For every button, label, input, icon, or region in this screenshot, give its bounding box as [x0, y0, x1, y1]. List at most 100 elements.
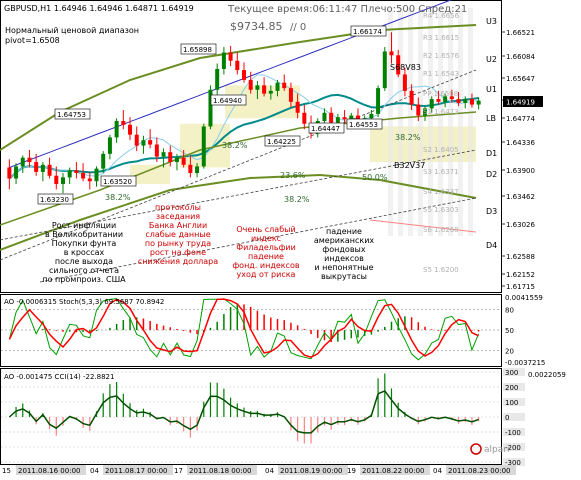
candle-body — [376, 88, 381, 114]
trend-dashed — [0, 69, 477, 261]
annotation-us-stocks: падение американских фондовых индексов и неп… — [314, 227, 375, 281]
pivot-level: R3 1.6615 — [423, 34, 459, 42]
time-label-box — [360, 465, 430, 475]
fib-label: 38.2% — [395, 133, 421, 142]
channel-label: LB — [486, 114, 496, 123]
channel-label: D4 — [486, 241, 497, 250]
pivot-level: S3 1.6371 — [423, 168, 459, 176]
candle-body — [349, 115, 354, 120]
pivot-level: S4 1.6337 — [423, 188, 459, 196]
annotation-line: после выхода — [55, 257, 113, 266]
candle-body — [208, 89, 213, 127]
fib-label: 38.2% — [284, 195, 310, 204]
candle-body — [329, 112, 334, 123]
candle-body — [282, 82, 287, 89]
candle-body — [416, 104, 421, 116]
annotation-line: слабые данные — [145, 230, 210, 239]
cci-line — [8, 389, 479, 434]
tag-label: B32V37 — [394, 161, 425, 170]
annotation-line: выкрутасы — [321, 272, 367, 281]
candle-body — [322, 112, 327, 121]
cci-axis-label: 0 — [505, 414, 509, 422]
time-axis: 2011.08.16 00:00 2011.08.17 00:00 2011.08.… — [2, 465, 516, 475]
price-label-box — [264, 135, 301, 147]
cci-axis-box — [503, 368, 525, 376]
time-label: 2011.08.18 00:00 — [189, 467, 251, 475]
overlay-labels: 1.64753 1.65898 1.64940 1.66174 1.64225 1.644… — [37, 12, 497, 274]
price-tick-label: 1.62588 — [506, 253, 535, 261]
annotation-line: уход от риска — [237, 270, 296, 279]
candle-body — [382, 51, 387, 89]
candle-body — [275, 82, 280, 91]
candle-body — [181, 157, 186, 165]
annotation-line: падение — [326, 227, 362, 236]
session-stripe — [408, 8, 413, 236]
cci-axis-label: 300 — [505, 369, 518, 377]
pivot-label: pivot=1.6508 — [5, 36, 60, 45]
channel-label: U2 — [486, 55, 497, 64]
annotation-line: Рост инфляции — [52, 221, 116, 230]
time-label-box — [446, 465, 516, 475]
fib-label: 23.6% — [280, 171, 306, 180]
candle-body — [67, 170, 72, 178]
trend-dashed — [0, 149, 477, 241]
session-stripe — [448, 8, 453, 236]
candle-body — [87, 178, 92, 182]
ma-lightblue-line — [9, 74, 479, 179]
candle-body — [355, 115, 360, 121]
broker-logo-text: alpari — [484, 445, 509, 455]
candle-body — [242, 70, 246, 80]
cci-axis-box — [503, 383, 525, 391]
time-label-box — [187, 465, 257, 475]
fib-label: 38.2% — [105, 193, 131, 202]
candle-body — [295, 101, 300, 113]
candle-body — [121, 120, 126, 125]
price-label: 1.64225 — [267, 138, 296, 146]
annotation-line: падение — [248, 252, 284, 261]
candle-body — [302, 112, 307, 124]
time-label: 2011.08.19 00:00 — [280, 467, 342, 475]
candle-body — [335, 117, 340, 123]
price-label: 1.66174 — [353, 28, 382, 36]
annotation-line: индексов — [324, 254, 364, 263]
cci-axis-label: 200 — [505, 384, 518, 392]
candle-body — [148, 140, 153, 145]
price-tick-label: 1.63026 — [506, 221, 535, 229]
time-label: 2011.08.23 00:00 — [448, 467, 510, 475]
price-label-box — [180, 43, 217, 55]
channel-label: U1 — [486, 85, 497, 94]
symbol-ohlc: GBPUSD,H1 1.64946 1.64946 1.64871 1.6491… — [4, 4, 194, 13]
candle-body — [34, 162, 39, 172]
pivot-level: PP 1.6508 — [423, 90, 458, 98]
candle-body — [342, 117, 347, 120]
annotation-line: и непонятные — [314, 263, 373, 272]
stoch-axis-label: 50 — [505, 327, 514, 335]
time-label-box — [103, 465, 173, 475]
candle-body — [114, 120, 119, 138]
annotation-line: Очень слабый — [236, 225, 295, 234]
pivot-level: S2 1.6405 — [423, 146, 459, 154]
price-label: 1.65898 — [183, 46, 212, 54]
candle-body — [107, 137, 112, 154]
candle-body — [469, 99, 474, 105]
price-tick-label: 1.63900 — [506, 167, 535, 175]
candle-body — [262, 85, 267, 94]
channel-lower — [0, 173, 477, 251]
cci-axis-box — [503, 413, 525, 421]
candle-body — [40, 164, 45, 172]
candle-body — [436, 99, 441, 102]
price-tick-label: 1.61715 — [506, 283, 535, 291]
price-tick-label: 1.66521 — [506, 29, 535, 37]
candle-body — [409, 90, 414, 105]
time-label: 2011.08.17 00:00 — [105, 467, 167, 475]
cci-axis-box — [503, 398, 525, 406]
price-tick-label: 1.65647 — [506, 75, 535, 83]
price-label-box — [37, 193, 74, 205]
current-price-box — [503, 96, 543, 107]
price-label: 1.63520 — [103, 178, 132, 186]
candle-body — [20, 157, 25, 167]
annotation-line: снижения доллара — [138, 257, 218, 266]
candle-body — [7, 167, 12, 179]
zero-marker: // 0 — [290, 22, 306, 33]
fib-label: 50.0% — [362, 173, 388, 182]
